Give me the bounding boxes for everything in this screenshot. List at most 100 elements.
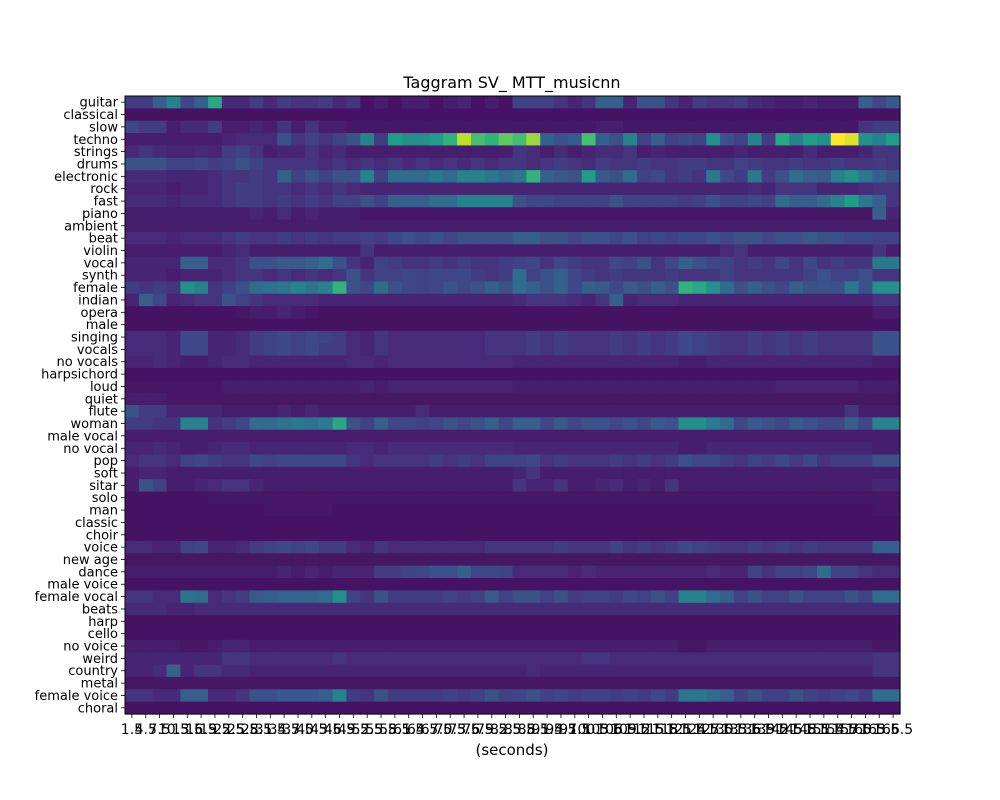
heatmap-cell: [415, 516, 431, 530]
heatmap-cell: [775, 269, 790, 282]
heatmap-cell: [457, 540, 472, 554]
heatmap-cell: [567, 367, 583, 381]
heatmap-cell: [138, 689, 154, 703]
heatmap-cell: [761, 133, 777, 147]
heatmap-cell: [221, 343, 237, 357]
heatmap-cell: [567, 120, 583, 134]
heatmap-cell: [304, 182, 320, 196]
heatmap-cell: [429, 417, 444, 431]
heatmap-cell: [457, 231, 472, 245]
heatmap-cell: [554, 578, 569, 591]
heatmap-cell: [318, 120, 334, 134]
heatmap-cell: [263, 491, 278, 505]
heatmap-cell: [567, 343, 583, 357]
heatmap-cell: [374, 503, 389, 517]
heatmap-cell: [692, 627, 707, 641]
heatmap-cell: [844, 590, 860, 604]
heatmap-cell: [830, 108, 846, 122]
heatmap-cell: [180, 503, 195, 517]
heatmap-cell: [595, 157, 610, 171]
heatmap-cell: [374, 639, 389, 653]
heatmap-cell: [235, 306, 251, 320]
heatmap-cell: [221, 454, 237, 468]
heatmap-cell: [208, 256, 223, 270]
x-tick-label: 94.5: [545, 722, 576, 738]
heatmap-cell: [387, 256, 403, 270]
heatmap-cell: [429, 120, 444, 134]
heatmap-cell: [844, 133, 860, 147]
heatmap-cell: [609, 479, 624, 493]
heatmap-cell: [692, 528, 707, 542]
heatmap-cell: [484, 466, 500, 480]
heatmap-cell: [415, 306, 431, 320]
heatmap-cell: [249, 664, 264, 678]
heatmap-cell: [443, 479, 458, 493]
heatmap-cell: [138, 380, 154, 394]
heatmap-cell: [194, 392, 209, 406]
heatmap-cell: [664, 108, 680, 122]
heatmap-cell: [761, 330, 777, 344]
heatmap-cell: [733, 676, 749, 690]
heatmap-cell: [235, 664, 251, 678]
heatmap-cell: [277, 689, 292, 703]
heatmap-cell: [429, 170, 444, 184]
y-tick-label: harpsichord: [41, 368, 118, 383]
heatmap-cell: [263, 244, 278, 258]
heatmap-cell: [125, 664, 140, 678]
heatmap-cell: [138, 306, 154, 320]
heatmap-cell: [554, 330, 569, 344]
heatmap-cell: [567, 565, 583, 579]
heatmap-cell: [484, 491, 500, 505]
heatmap-cell: [401, 615, 417, 629]
x-tick-label: 154.5: [818, 722, 858, 738]
heatmap-cell: [858, 330, 873, 344]
heatmap-cell: [277, 553, 292, 567]
heatmap-cell: [374, 405, 389, 418]
heatmap-cell: [470, 330, 486, 344]
x-tick-label: 58.5: [379, 722, 410, 738]
heatmap-cell: [747, 454, 763, 468]
heatmap-cell: [457, 392, 472, 406]
heatmap-cell: [637, 664, 652, 678]
heatmap-cell: [387, 231, 403, 245]
x-tick-label: 124.5: [679, 722, 719, 738]
heatmap-cell: [235, 244, 251, 258]
heatmap-cell: [789, 602, 804, 616]
heatmap-cell: [235, 701, 251, 715]
heatmap-cell: [498, 281, 514, 295]
heatmap-cell: [360, 367, 375, 381]
heatmap-cell: [664, 664, 680, 678]
heatmap-cell: [208, 540, 223, 554]
heatmap-cell: [886, 664, 901, 678]
heatmap-cell: [221, 417, 237, 431]
heatmap-cell: [208, 293, 223, 307]
heatmap-cell: [761, 540, 777, 554]
heatmap-cell: [789, 96, 804, 109]
heatmap-cell: [346, 405, 361, 418]
heatmap-cell: [526, 380, 541, 394]
heatmap-cell: [443, 318, 458, 332]
heatmap-cell: [263, 108, 278, 122]
heatmap-cell: [304, 244, 320, 258]
heatmap-cell: [221, 219, 237, 233]
heatmap-cell: [304, 380, 320, 394]
heatmap-cell: [235, 689, 251, 703]
heatmap-cell: [623, 256, 638, 270]
heatmap-cell: [540, 466, 555, 480]
heatmap-cell: [650, 429, 666, 443]
heatmap-cell: [166, 540, 181, 554]
heatmap-cell: [125, 367, 140, 381]
heatmap-cell: [152, 244, 168, 258]
heatmap-cell: [844, 578, 860, 591]
heatmap-cell: [554, 293, 569, 307]
heatmap-cell: [208, 615, 223, 629]
heatmap-cell: [152, 454, 168, 468]
heatmap-cell: [844, 380, 860, 394]
heatmap-cell: [720, 293, 735, 307]
heatmap-cell: [816, 145, 832, 159]
heatmap-cell: [263, 405, 278, 418]
heatmap-cell: [291, 380, 306, 394]
heatmap-cell: [816, 182, 832, 196]
heatmap-cell: [609, 417, 624, 431]
heatmap-cell: [567, 355, 583, 369]
